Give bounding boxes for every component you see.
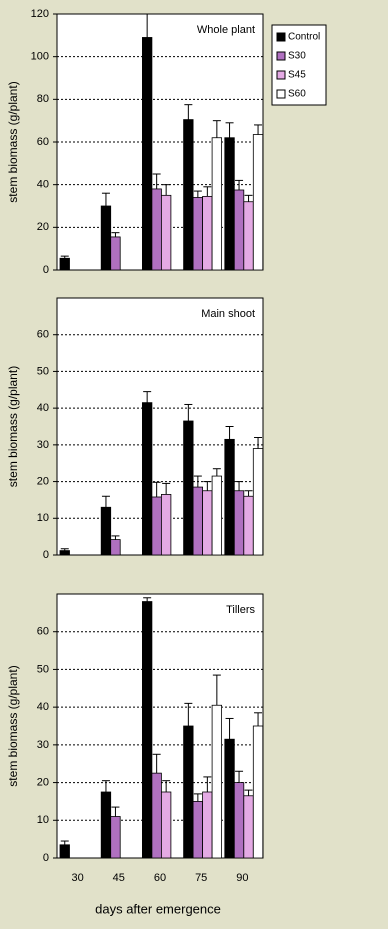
bar — [151, 772, 162, 859]
y-tick-label: 50 — [37, 365, 49, 377]
y-tick-label: 40 — [37, 402, 49, 414]
y-tick-label: 10 — [37, 512, 49, 524]
y-tick-label: 30 — [37, 439, 49, 451]
bar — [224, 738, 235, 859]
bar — [243, 495, 254, 556]
x-tick-label: 75 — [195, 872, 207, 884]
bar — [243, 201, 254, 271]
bar — [202, 791, 213, 859]
y-tick-label: 80 — [37, 93, 49, 105]
y-tick-label: 60 — [37, 626, 49, 638]
y-tick-label: 20 — [37, 776, 49, 788]
legend-swatch — [276, 32, 286, 42]
bar — [202, 490, 213, 556]
bar — [252, 725, 264, 859]
x-tick-label: 45 — [113, 872, 125, 884]
bar — [183, 420, 194, 556]
y-axis-label: stem biomass (g/plant) — [6, 366, 20, 487]
bar — [252, 134, 264, 271]
bar — [151, 496, 162, 556]
bar — [233, 490, 245, 556]
bar — [252, 448, 264, 556]
bar — [59, 844, 70, 859]
bar — [141, 601, 153, 859]
y-tick-label: 100 — [31, 51, 49, 63]
bar — [233, 189, 245, 271]
chart-title: Main shoot — [201, 308, 255, 320]
x-axis-label: days after emergence — [95, 901, 221, 916]
bar — [192, 801, 204, 859]
bar — [141, 402, 153, 556]
y-tick-label: 50 — [37, 663, 49, 675]
y-tick-label: 60 — [37, 329, 49, 341]
bar — [110, 816, 121, 859]
y-tick-label: 10 — [37, 814, 49, 826]
bar — [110, 236, 121, 271]
bar — [160, 791, 172, 859]
x-tick-label: 60 — [154, 872, 166, 884]
bar — [192, 486, 204, 556]
legend-swatch — [276, 51, 286, 61]
bar — [160, 194, 172, 271]
bar — [243, 795, 254, 859]
y-tick-label: 0 — [43, 264, 49, 276]
legend-swatch — [276, 70, 286, 80]
y-tick-label: 20 — [37, 475, 49, 487]
y-tick-label: 40 — [37, 701, 49, 713]
y-tick-label: 120 — [31, 8, 49, 20]
bar — [192, 197, 204, 271]
y-tick-label: 0 — [43, 852, 49, 864]
bar — [224, 438, 235, 556]
bar — [224, 137, 235, 271]
bar — [151, 188, 162, 271]
bar — [110, 539, 121, 556]
x-tick-label: 90 — [236, 872, 248, 884]
bar — [100, 506, 112, 556]
legend-label: Control — [288, 32, 320, 43]
bar — [59, 550, 70, 556]
y-axis-label: stem biomass (g/plant) — [6, 665, 20, 786]
chart-title: Tillers — [226, 604, 255, 616]
bar — [100, 205, 112, 271]
y-tick-label: 20 — [37, 221, 49, 233]
bar — [211, 704, 223, 859]
legend-label: S30 — [288, 51, 306, 62]
chart-title: Whole plant — [197, 24, 255, 36]
bar — [100, 791, 112, 859]
bar — [141, 37, 153, 271]
bar — [160, 494, 172, 556]
legend-label: S45 — [288, 70, 306, 81]
y-tick-label: 60 — [37, 136, 49, 148]
bar — [59, 257, 70, 271]
legend-label: S60 — [288, 89, 306, 100]
bar — [183, 119, 194, 271]
bar — [211, 475, 223, 556]
y-tick-label: 40 — [37, 179, 49, 191]
bar — [211, 137, 223, 271]
legend-swatch — [276, 89, 286, 99]
y-axis-label: stem biomass (g/plant) — [6, 81, 20, 202]
bar — [233, 782, 245, 859]
y-tick-label: 0 — [43, 549, 49, 561]
bar — [183, 725, 194, 859]
bar — [202, 195, 213, 271]
y-tick-label: 30 — [37, 739, 49, 751]
x-tick-label: 30 — [71, 872, 83, 884]
